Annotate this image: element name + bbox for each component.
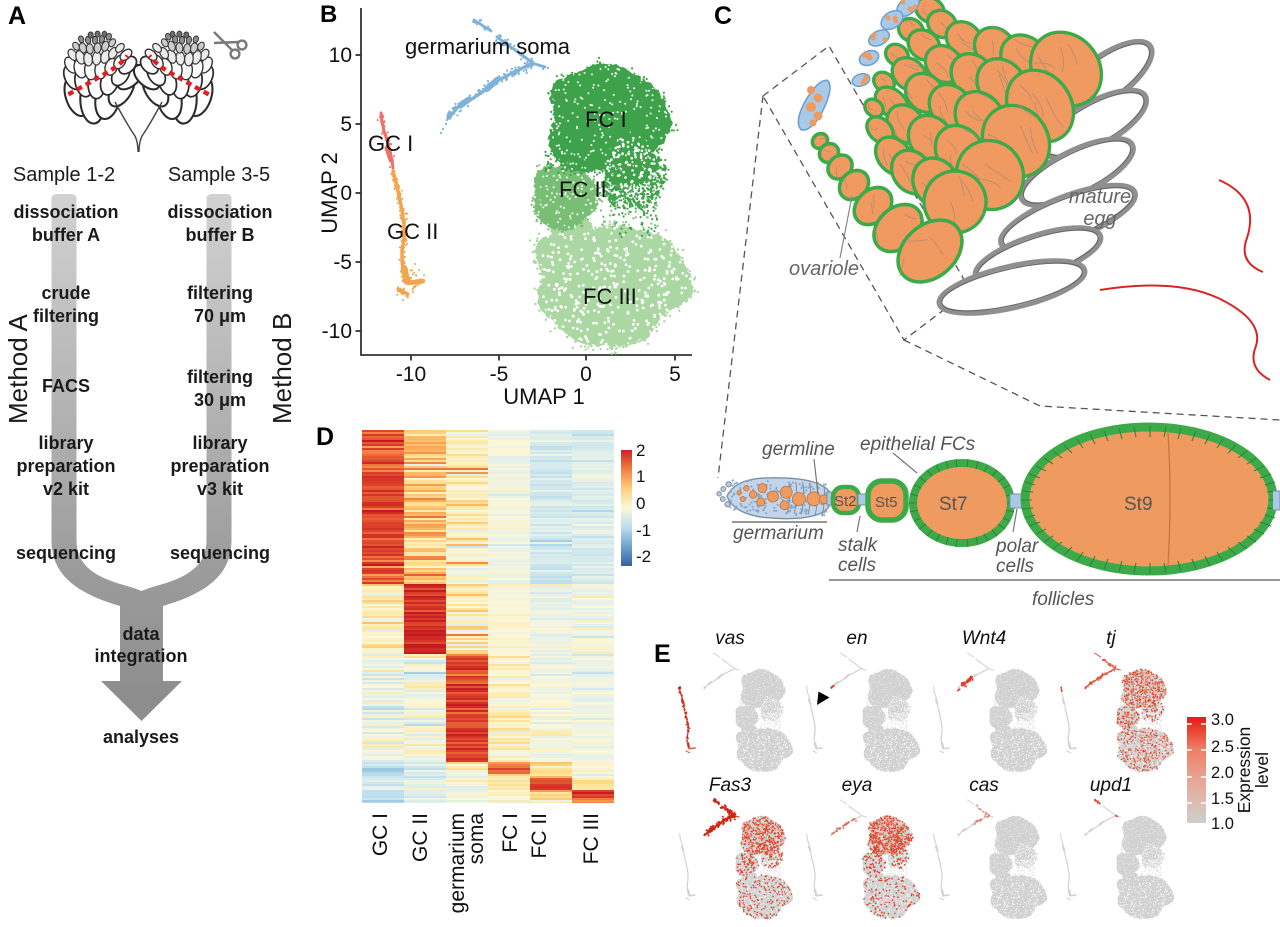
svg-text:filtering: filtering [187, 367, 253, 387]
svg-text:30 μm: 30 μm [194, 390, 246, 410]
svg-text:2: 2 [636, 441, 645, 460]
svg-text:vas: vas [715, 628, 745, 649]
svg-text:ovariole: ovariole [789, 258, 859, 280]
svg-text:1: 1 [636, 467, 645, 486]
svg-text:-5: -5 [333, 251, 352, 274]
svg-text:FC III: FC III [583, 284, 637, 309]
svg-text:70 μm: 70 μm [194, 306, 246, 326]
svg-text:UMAP 1: UMAP 1 [503, 384, 585, 409]
svg-text:2.5: 2.5 [1211, 738, 1234, 756]
svg-text:E: E [654, 640, 671, 668]
svg-text:Sample 3-5: Sample 3-5 [168, 164, 270, 186]
svg-text:Expression: Expression [1234, 727, 1254, 814]
svg-text:FC I: FC I [585, 107, 627, 132]
svg-text:preparation: preparation [16, 456, 115, 476]
svg-text:buffer B: buffer B [186, 225, 255, 245]
svg-text:stalk: stalk [838, 535, 879, 556]
svg-text:epithelial FCs: epithelial FCs [860, 434, 976, 455]
svg-text:B: B [320, 1, 337, 28]
svg-text:germarium: germarium [733, 523, 824, 544]
svg-text:egg: egg [1083, 208, 1116, 230]
svg-text:follicles: follicles [1032, 589, 1095, 610]
svg-text:1.5: 1.5 [1211, 790, 1234, 808]
svg-text:A: A [8, 2, 26, 30]
svg-text:library: library [192, 433, 247, 453]
svg-text:filtering: filtering [33, 306, 99, 326]
svg-text:polar: polar [995, 536, 1039, 557]
svg-text:dissociation: dissociation [13, 202, 118, 222]
svg-text:germline: germline [762, 439, 835, 460]
svg-text:C: C [714, 2, 732, 30]
svg-text:-10: -10 [396, 363, 426, 386]
svg-text:St2: St2 [834, 493, 857, 510]
svg-text:-10: -10 [322, 320, 352, 343]
svg-text:FACS: FACS [42, 376, 90, 396]
svg-text:2.0: 2.0 [1211, 764, 1234, 782]
svg-text:eya: eya [842, 775, 873, 796]
svg-text:analyses: analyses [103, 727, 179, 747]
svg-text:data: data [122, 624, 160, 644]
svg-text:St5: St5 [875, 494, 898, 511]
svg-text:mature: mature [1069, 186, 1131, 208]
svg-text:GC II: GC II [409, 813, 432, 862]
svg-text:0: 0 [340, 182, 352, 205]
svg-text:integration: integration [95, 646, 188, 666]
svg-text:Sample 1-2: Sample 1-2 [13, 164, 115, 186]
svg-text:soma: soma [465, 813, 488, 865]
svg-text:level: level [1252, 752, 1272, 788]
svg-text:v3 kit: v3 kit [197, 479, 243, 499]
svg-text:St9: St9 [1124, 494, 1153, 515]
svg-text:v2 kit: v2 kit [43, 479, 89, 499]
svg-text:en: en [846, 628, 867, 649]
svg-text:3.0: 3.0 [1211, 711, 1234, 729]
svg-text:germarium: germarium [446, 813, 469, 913]
svg-text:GC I: GC I [368, 131, 413, 156]
svg-text:upd1: upd1 [1090, 775, 1132, 796]
svg-text:5: 5 [340, 113, 352, 136]
svg-text:GC II: GC II [387, 219, 438, 244]
svg-text:germarium soma: germarium soma [405, 34, 571, 59]
svg-text:buffer A: buffer A [32, 225, 100, 245]
svg-text:-5: -5 [490, 363, 509, 386]
svg-text:tj: tj [1106, 628, 1116, 649]
svg-text:10: 10 [329, 44, 352, 67]
svg-text:-1: -1 [636, 521, 651, 540]
svg-text:sequencing: sequencing [16, 543, 116, 563]
svg-text:library: library [38, 433, 93, 453]
svg-text:Wnt4: Wnt4 [962, 628, 1006, 649]
svg-text:GC I: GC I [369, 813, 392, 856]
svg-text:preparation: preparation [170, 456, 269, 476]
svg-text:cas: cas [969, 775, 999, 796]
svg-text:Method A: Method A [3, 313, 33, 424]
svg-text:sequencing: sequencing [170, 543, 270, 563]
svg-text:0: 0 [580, 363, 592, 386]
svg-text:UMAP 2: UMAP 2 [317, 152, 342, 234]
svg-text:0: 0 [636, 494, 645, 513]
svg-text:5: 5 [669, 363, 681, 386]
svg-text:-2: -2 [636, 547, 651, 566]
svg-text:Fas3: Fas3 [709, 775, 752, 796]
svg-text:Method B: Method B [267, 313, 297, 424]
svg-text:FC II: FC II [559, 177, 607, 202]
svg-text:filtering: filtering [187, 283, 253, 303]
svg-text:FC II: FC II [528, 813, 551, 859]
svg-text:D: D [316, 423, 334, 451]
svg-text:1.0: 1.0 [1211, 815, 1234, 833]
svg-text:cells: cells [996, 556, 1035, 577]
svg-text:dissociation: dissociation [167, 202, 272, 222]
svg-text:crude: crude [41, 283, 90, 303]
svg-text:cells: cells [838, 555, 877, 576]
svg-text:St7: St7 [939, 494, 968, 515]
svg-text:FC III: FC III [580, 813, 603, 864]
svg-text:FC I: FC I [499, 813, 522, 853]
